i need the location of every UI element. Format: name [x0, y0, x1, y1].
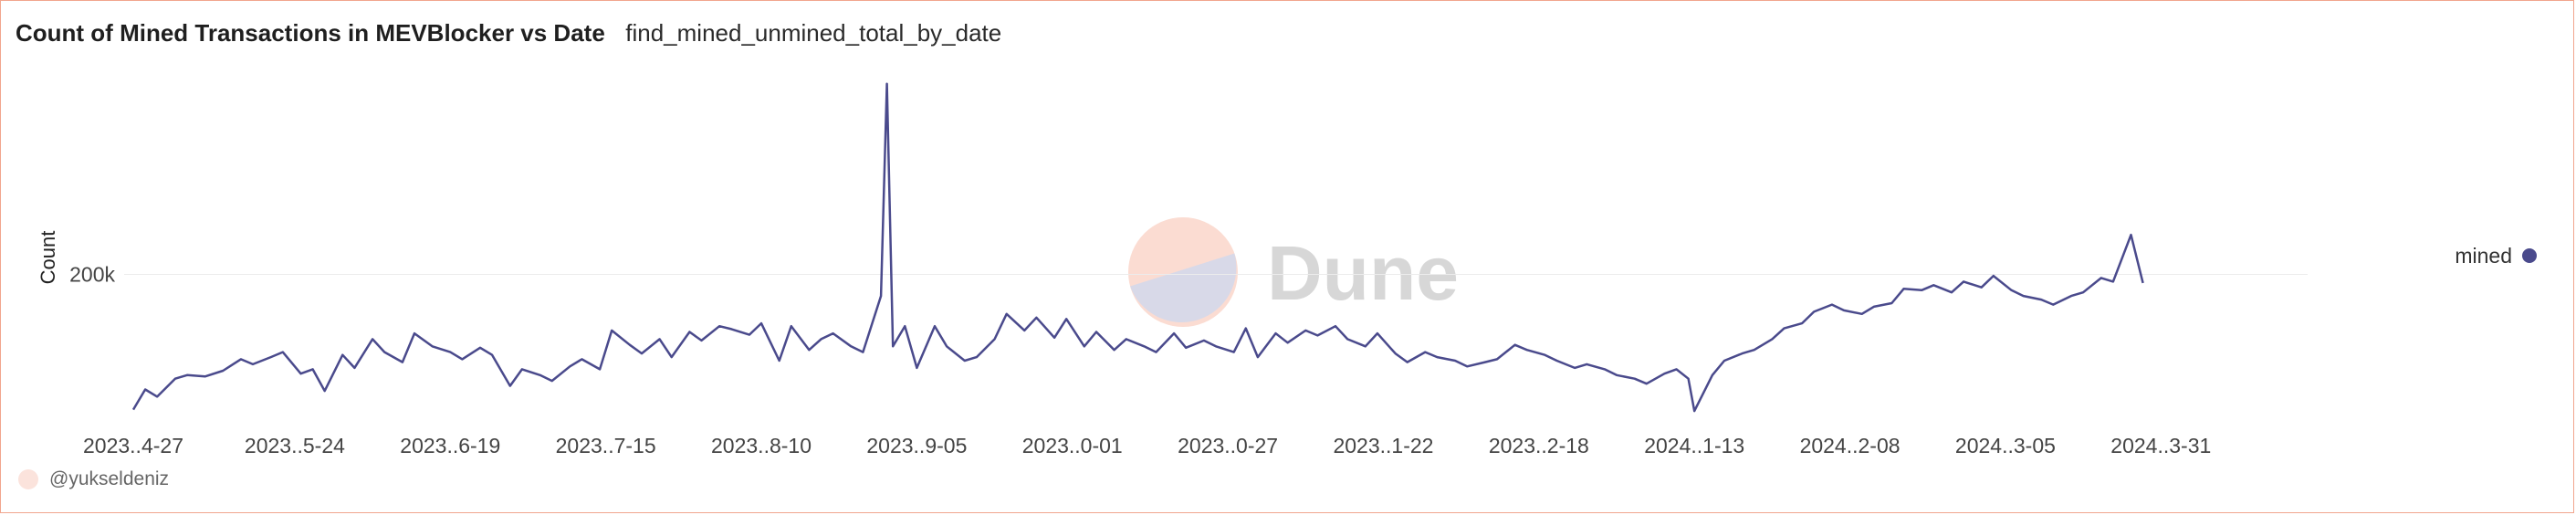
- series-line-mined[interactable]: [131, 82, 2144, 413]
- watermark-text: Dune: [1267, 230, 1459, 316]
- legend: mined: [2455, 244, 2537, 268]
- user-avatar: [18, 469, 38, 489]
- x-tick-label: 2023..2-18: [1489, 434, 1589, 457]
- x-tick-label: 2024..3-05: [1955, 434, 2056, 457]
- x-tick-label: 2024..2-08: [1800, 434, 1901, 457]
- x-tick-label: 2023..1-22: [1333, 434, 1433, 457]
- x-tick-label: 2023..9-05: [866, 434, 967, 457]
- y-tick-label: 200k: [69, 263, 115, 287]
- chart-header: Count of Mined Transactions in MEVBlocke…: [16, 19, 1001, 47]
- credit-username[interactable]: @yukseldeniz: [49, 468, 170, 489]
- chart-title: Count of Mined Transactions in MEVBlocke…: [16, 19, 605, 47]
- x-tick-label: 2023..8-10: [711, 434, 812, 457]
- legend-marker[interactable]: [2522, 248, 2537, 263]
- dune-watermark: Dune: [1128, 217, 1459, 327]
- watermark-logo-lower-half: [1130, 253, 1237, 323]
- x-axis-ticks: 2023..4-27 2023..5-24 2023..6-19 2023..7-15…: [83, 434, 2211, 457]
- series-group: [131, 82, 2144, 413]
- x-tick-label: 2023..4-27: [83, 434, 183, 457]
- x-tick-label: 2024..3-31: [2110, 434, 2211, 457]
- query-name[interactable]: find_mined_unmined_total_by_date: [625, 19, 1002, 47]
- x-tick-label: 2023..5-24: [245, 434, 345, 457]
- y-axis-ticks: 200k: [69, 263, 115, 287]
- x-tick-label: 2023..0-27: [1178, 434, 1278, 457]
- credit: @yukseldeniz: [18, 468, 169, 490]
- x-tick-label: 2024..1-13: [1644, 434, 1744, 457]
- y-axis-label: Count: [37, 231, 59, 285]
- x-tick-label: 2023..7-15: [556, 434, 656, 457]
- x-tick-label: 2023..6-19: [400, 434, 500, 457]
- legend-label[interactable]: mined: [2455, 244, 2512, 268]
- x-tick-label: 2023..0-01: [1022, 434, 1123, 457]
